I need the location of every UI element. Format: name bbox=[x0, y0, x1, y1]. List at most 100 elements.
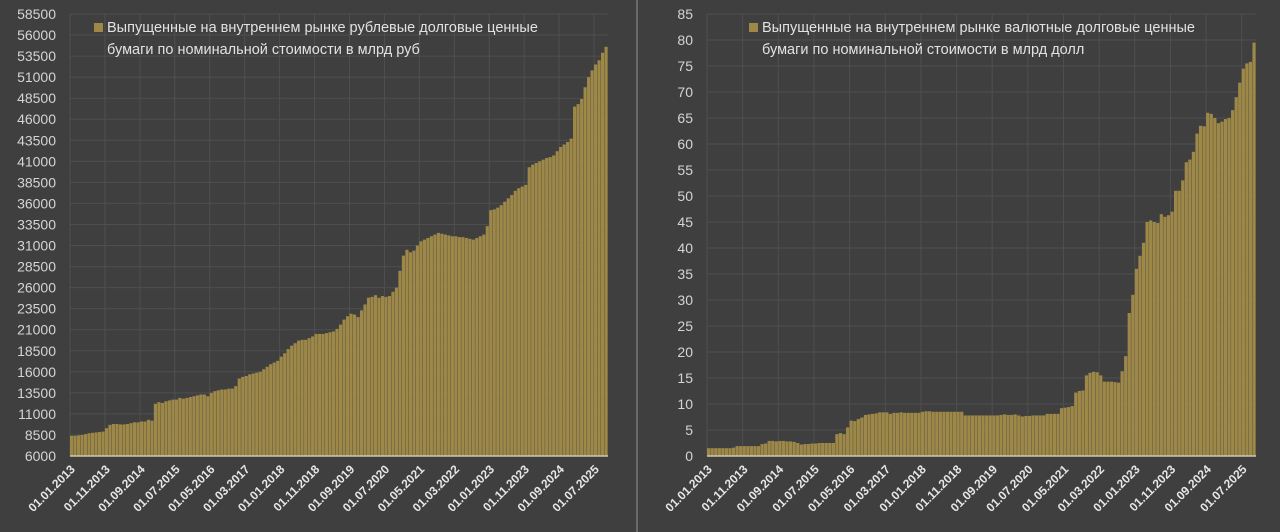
bar bbox=[311, 336, 315, 456]
y-tick-label: 55 bbox=[677, 162, 693, 178]
bar bbox=[471, 239, 475, 456]
bar bbox=[1002, 414, 1007, 456]
bar bbox=[185, 397, 189, 456]
bar bbox=[881, 412, 885, 456]
bar bbox=[977, 415, 982, 456]
bar bbox=[892, 412, 896, 456]
bar bbox=[335, 328, 339, 456]
y-tick-label: 46000 bbox=[17, 111, 56, 127]
bar bbox=[1067, 407, 1071, 456]
y-tick-label: 25 bbox=[677, 318, 693, 334]
y-tick-label: 75 bbox=[677, 58, 693, 74]
bar bbox=[195, 395, 199, 456]
bar bbox=[468, 238, 472, 456]
y-tick-label: 16000 bbox=[17, 364, 56, 380]
bar bbox=[283, 353, 287, 456]
bar bbox=[885, 412, 889, 456]
bar bbox=[272, 362, 276, 456]
bar bbox=[457, 237, 461, 456]
bar bbox=[304, 339, 308, 456]
bar bbox=[924, 411, 928, 456]
bar bbox=[1074, 392, 1078, 456]
bar bbox=[391, 291, 395, 456]
bar bbox=[1124, 356, 1128, 456]
bar bbox=[332, 331, 336, 456]
bar bbox=[559, 147, 563, 457]
bar bbox=[721, 448, 725, 456]
bar bbox=[475, 237, 479, 456]
bar bbox=[181, 398, 185, 456]
bar bbox=[1170, 211, 1174, 456]
bar bbox=[846, 427, 850, 456]
bar bbox=[1145, 222, 1149, 456]
bar bbox=[788, 441, 793, 456]
bar bbox=[920, 411, 925, 456]
y-tick-label: 6000 bbox=[25, 448, 56, 464]
bar bbox=[160, 402, 164, 456]
bar bbox=[314, 333, 318, 456]
bar bbox=[899, 412, 903, 456]
y-tick-label: 31000 bbox=[17, 238, 56, 254]
bar bbox=[506, 198, 510, 456]
bar bbox=[870, 413, 875, 456]
legend-swatch bbox=[749, 23, 758, 32]
bar bbox=[945, 411, 950, 456]
bar bbox=[1216, 123, 1221, 456]
y-tick-label: 8500 bbox=[25, 427, 56, 443]
y-tick-label: 58500 bbox=[17, 6, 56, 22]
bar bbox=[590, 70, 594, 456]
bar bbox=[1156, 223, 1160, 456]
bar bbox=[258, 371, 262, 456]
bar bbox=[401, 255, 406, 456]
bar bbox=[464, 237, 468, 456]
bar bbox=[562, 144, 566, 456]
bar bbox=[853, 421, 857, 456]
bar bbox=[118, 424, 123, 456]
bar bbox=[1077, 391, 1081, 456]
bar bbox=[482, 234, 486, 456]
bar bbox=[83, 434, 88, 456]
bar bbox=[1177, 190, 1181, 457]
bar bbox=[157, 402, 161, 456]
bar bbox=[1116, 382, 1121, 456]
y-tick-label: 85 bbox=[677, 6, 693, 22]
bar bbox=[97, 432, 102, 456]
bar bbox=[601, 52, 605, 456]
bar bbox=[510, 195, 514, 456]
bar bbox=[1141, 242, 1146, 456]
bar bbox=[370, 296, 374, 456]
bar bbox=[903, 412, 907, 456]
bar bbox=[1056, 413, 1060, 456]
y-tick-label: 20 bbox=[677, 344, 693, 360]
bar bbox=[1045, 413, 1049, 456]
bar bbox=[999, 414, 1003, 456]
y-tick-label: 53500 bbox=[17, 48, 56, 64]
bar bbox=[70, 435, 74, 456]
bar bbox=[153, 403, 157, 456]
bar bbox=[928, 411, 932, 456]
bar bbox=[583, 87, 587, 456]
bar bbox=[132, 422, 137, 456]
bar bbox=[440, 233, 444, 456]
bar bbox=[849, 420, 853, 456]
bar bbox=[1213, 118, 1217, 456]
bar bbox=[419, 241, 423, 456]
fx-chart-svg: 051015202530354045505560657075808501.01.… bbox=[663, 6, 1256, 515]
y-tick-label: 48500 bbox=[17, 90, 56, 106]
bar bbox=[80, 434, 84, 456]
y-tick-label: 70 bbox=[677, 84, 693, 100]
bar bbox=[1095, 372, 1099, 456]
bar bbox=[735, 446, 739, 456]
bar bbox=[363, 304, 367, 456]
bar bbox=[1017, 415, 1021, 456]
bar bbox=[269, 364, 273, 456]
bar bbox=[587, 77, 591, 457]
bar bbox=[422, 239, 426, 456]
bar bbox=[1238, 82, 1242, 456]
bar bbox=[286, 349, 290, 456]
bar bbox=[321, 333, 325, 456]
bar bbox=[1084, 375, 1089, 456]
legend-swatch bbox=[94, 23, 103, 32]
bar bbox=[967, 415, 971, 456]
bar bbox=[573, 106, 577, 456]
